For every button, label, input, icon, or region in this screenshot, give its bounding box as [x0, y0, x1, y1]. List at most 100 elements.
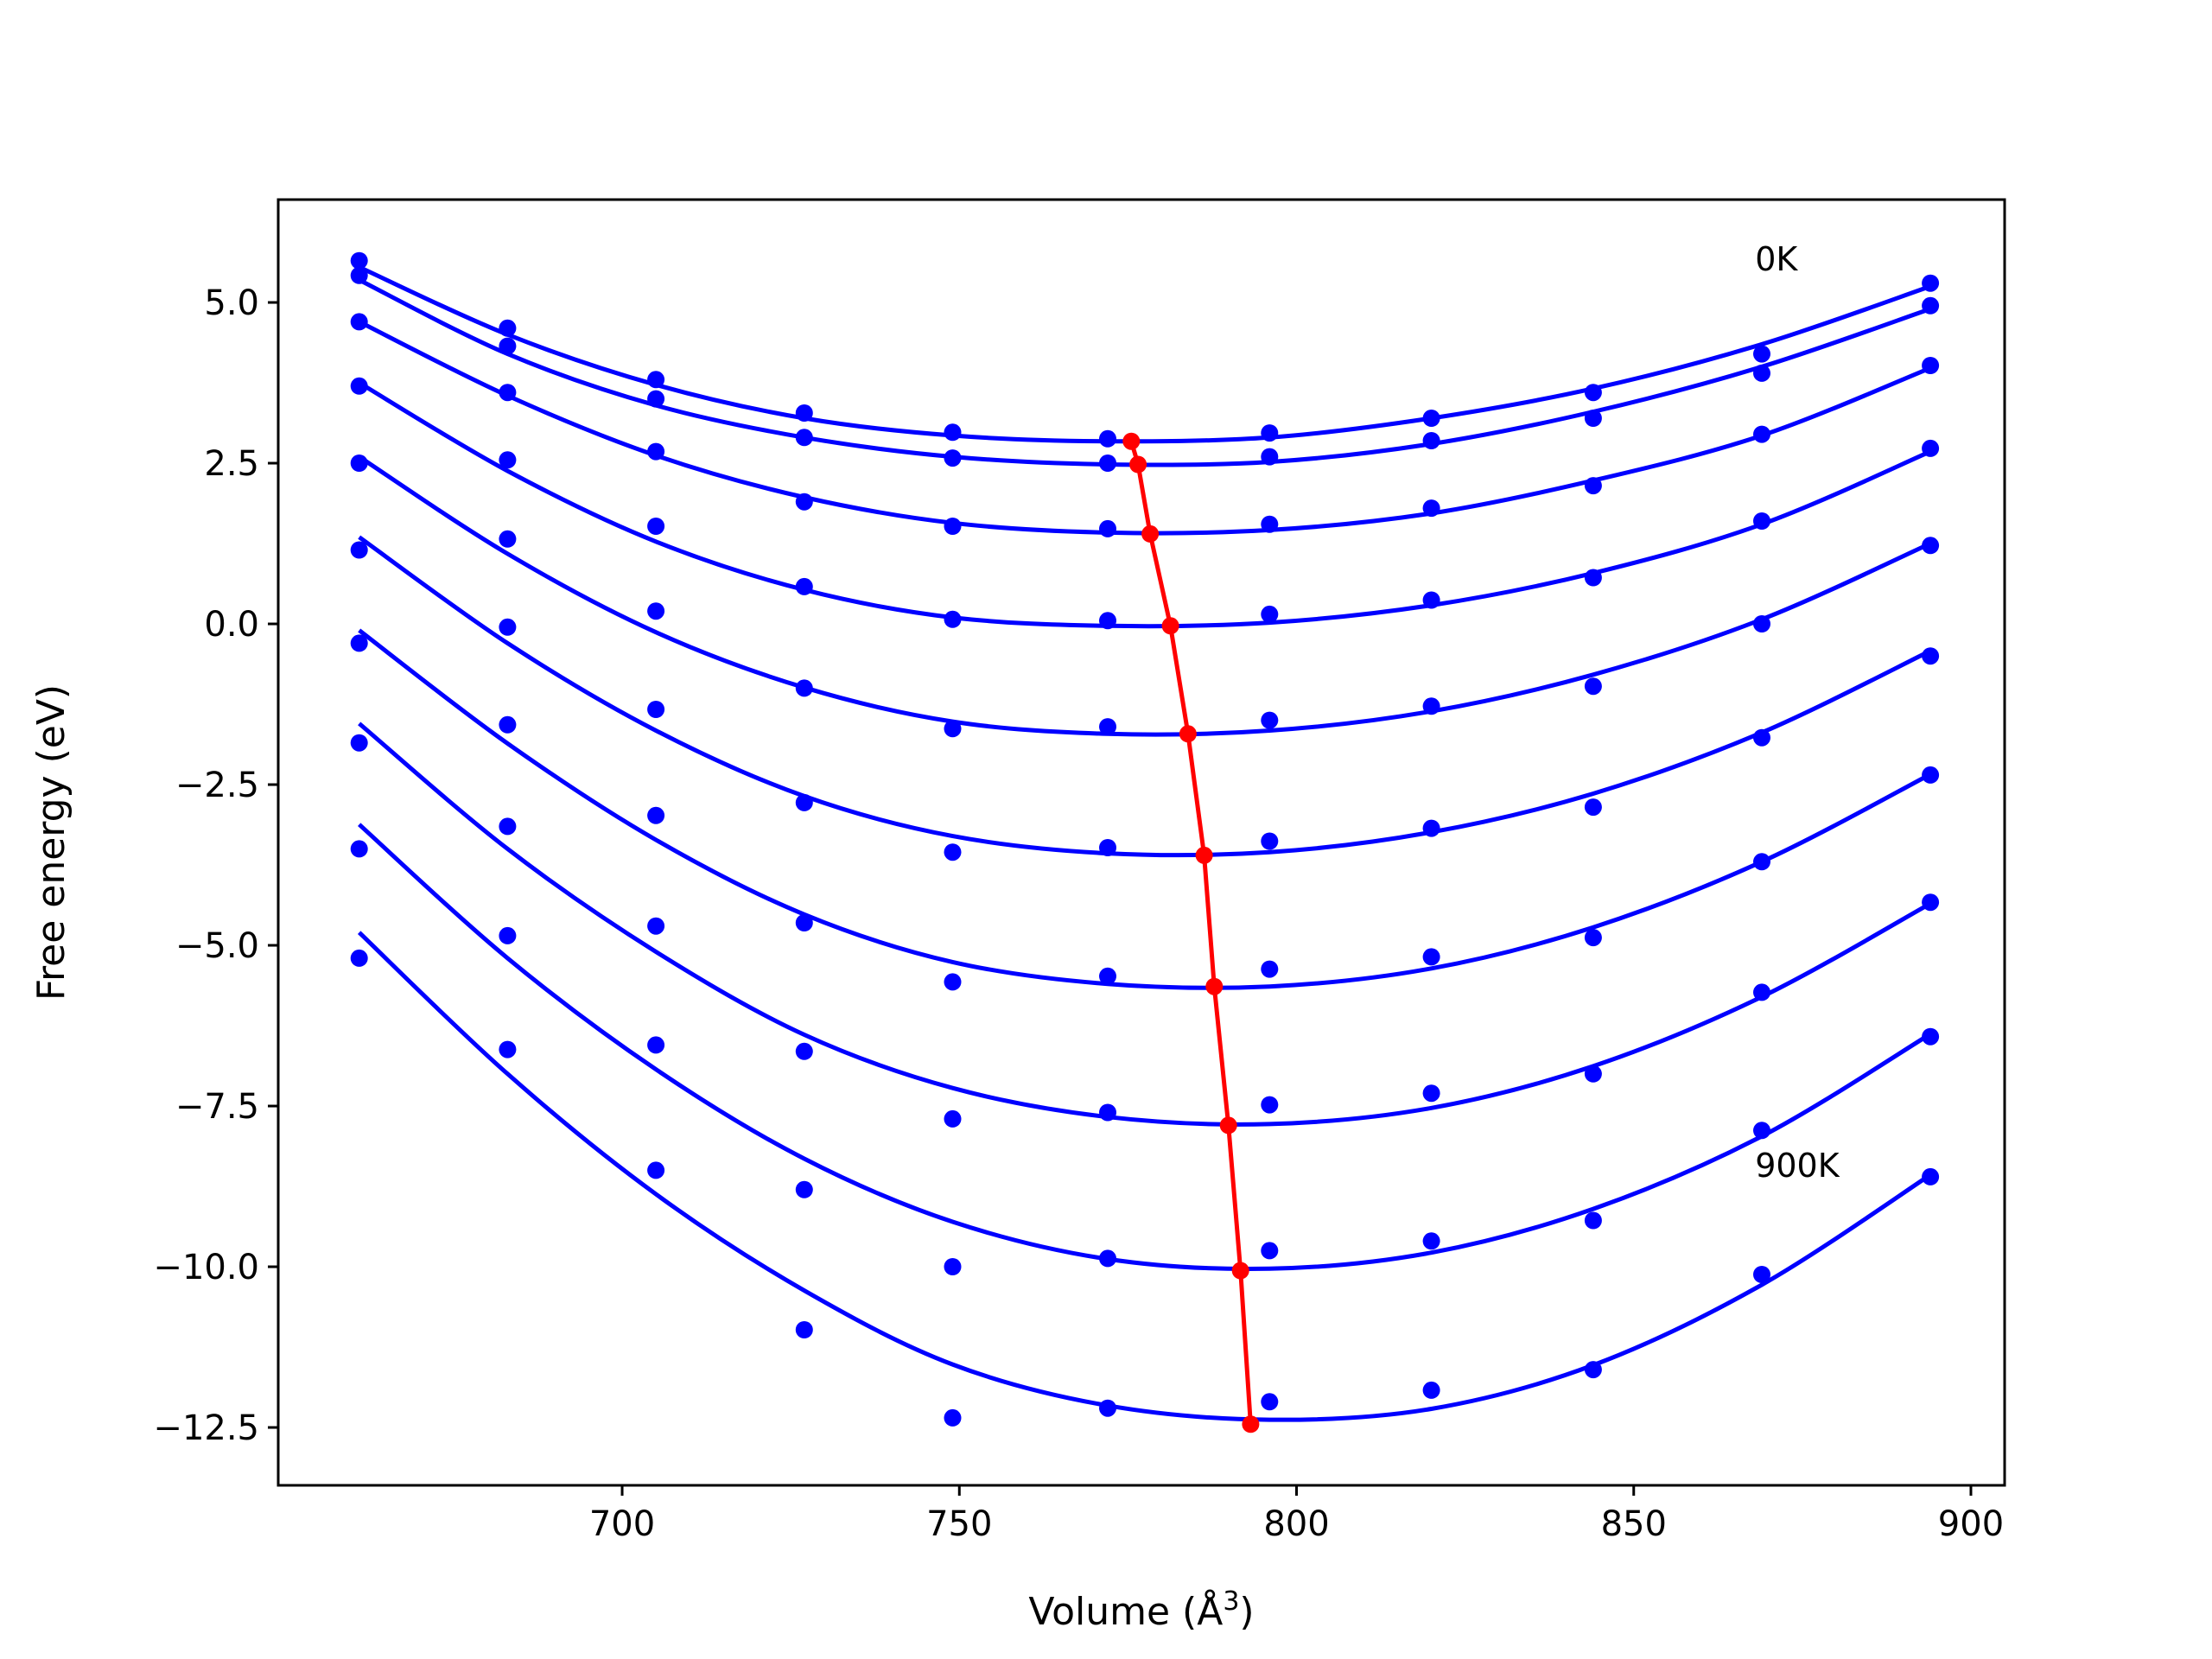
data-point-s2-0: [350, 313, 368, 331]
annotation-1: 900K: [1755, 1147, 1840, 1185]
data-point-s5-5: [1099, 839, 1116, 856]
fit-curve-7: [358, 721, 1932, 1127]
data-point-s8-1: [499, 926, 517, 944]
data-point-s5-10: [1922, 647, 1940, 665]
y-tick-label-0: 5.0: [204, 283, 259, 323]
data-point-s9-10: [1922, 1167, 1940, 1185]
data-point-s3-9: [1753, 512, 1770, 530]
data-point-s0-6: [1261, 424, 1279, 442]
data-point-s8-2: [647, 1036, 665, 1054]
data-point-s1-5: [1099, 454, 1116, 472]
minimum-point-9: [1242, 1415, 1260, 1433]
data-point-s2-2: [647, 442, 665, 461]
minimum-point-1: [1129, 455, 1147, 474]
data-point-s7-6: [1261, 1096, 1279, 1114]
data-point-s1-2: [647, 390, 665, 408]
data-point-s8-3: [795, 1180, 813, 1198]
minimum-point-6: [1205, 977, 1224, 995]
data-point-s8-6: [1261, 1242, 1279, 1260]
y-tick-label-1: 2.5: [204, 444, 259, 484]
data-point-s9-6: [1261, 1393, 1279, 1411]
data-point-s2-3: [795, 493, 813, 511]
data-point-s4-2: [647, 602, 665, 620]
data-point-s7-2: [647, 917, 665, 935]
data-point-s8-8: [1584, 1211, 1602, 1230]
data-point-s1-6: [1261, 448, 1279, 466]
data-point-s8-4: [944, 1258, 962, 1275]
data-point-s6-1: [499, 715, 517, 734]
fit-curve-0: [358, 264, 1931, 444]
minimum-point-8: [1231, 1262, 1249, 1280]
data-point-s2-1: [499, 384, 517, 402]
data-point-s4-6: [1261, 711, 1279, 729]
data-point-s0-3: [795, 404, 813, 422]
data-point-s0-1: [499, 319, 517, 337]
minimum-point-4: [1179, 725, 1197, 743]
data-point-s8-9: [1753, 1122, 1770, 1140]
minimum-point-7: [1219, 1116, 1237, 1135]
data-point-s7-7: [1422, 1084, 1440, 1103]
data-point-s6-7: [1422, 948, 1440, 966]
y-tick-label-5: −7.5: [175, 1087, 259, 1127]
data-point-s5-8: [1584, 798, 1602, 817]
data-point-s1-8: [1584, 410, 1602, 427]
data-point-s5-3: [795, 793, 813, 811]
x-axis-label-superscript: 3: [1223, 1586, 1239, 1617]
fit-curve-5: [358, 535, 1932, 858]
x-axis-label-end: ): [1239, 1590, 1254, 1634]
minimum-point-3: [1161, 617, 1179, 635]
x-tick-label-1: 750: [926, 1504, 992, 1544]
data-point-s3-1: [499, 451, 517, 469]
data-point-s7-5: [1099, 1103, 1116, 1122]
data-point-s5-9: [1753, 728, 1770, 747]
data-point-s5-4: [944, 843, 962, 861]
data-point-s9-2: [647, 1161, 665, 1179]
data-point-s7-10: [1922, 893, 1940, 912]
data-point-s7-1: [499, 817, 517, 836]
data-point-s7-9: [1753, 983, 1770, 1001]
data-point-s1-1: [499, 337, 517, 355]
x-axis-label: Volume (Å3): [1028, 1586, 1254, 1635]
data-point-s4-3: [795, 679, 813, 697]
y-tick-label-2: 0.0: [204, 605, 259, 645]
data-point-s6-5: [1099, 967, 1116, 985]
minimum-point-2: [1141, 524, 1160, 543]
data-point-s8-7: [1422, 1232, 1440, 1250]
y-tick-label-3: −2.5: [175, 766, 259, 805]
data-point-s4-8: [1584, 677, 1602, 696]
y-tick-label-6: −10.0: [153, 1248, 259, 1287]
data-point-s9-0: [350, 949, 368, 967]
data-point-s3-0: [350, 377, 368, 395]
data-point-s2-8: [1584, 477, 1602, 495]
data-point-s4-10: [1922, 537, 1940, 555]
data-point-s9-8: [1584, 1361, 1602, 1379]
data-point-s4-7: [1422, 697, 1440, 715]
y-axis-label: Free energy (eV): [29, 684, 73, 1001]
data-point-s0-0: [350, 251, 368, 270]
data-point-s3-4: [944, 610, 962, 628]
data-point-s6-4: [944, 973, 962, 991]
data-point-s4-5: [1099, 718, 1116, 736]
fit-curve-6: [358, 628, 1932, 990]
x-tick-label-3: 850: [1601, 1504, 1667, 1544]
data-point-s3-8: [1584, 569, 1602, 587]
data-point-s8-0: [350, 840, 368, 858]
axes: 700 750 800 850 900 5.0 2.5 0.0 −2.5 −5.0 −7.5 −10.…: [153, 198, 2006, 1544]
data-point-s5-0: [350, 541, 368, 559]
data-point-s5-1: [499, 618, 517, 636]
data-point-s2-10: [1922, 357, 1940, 374]
data-point-s9-1: [499, 1040, 517, 1058]
data-point-s3-5: [1099, 612, 1116, 630]
data-point-s0-5: [1099, 429, 1116, 448]
data-point-s7-8: [1584, 1065, 1602, 1083]
data-point-s1-4: [944, 449, 962, 467]
y-tick-label-4: −5.0: [175, 926, 259, 966]
data-point-s9-5: [1099, 1399, 1116, 1417]
axes-frame: [276, 198, 2006, 1487]
data-point-s3-10: [1922, 439, 1940, 457]
data-point-s4-4: [944, 720, 962, 738]
data-point-s9-4: [944, 1408, 962, 1427]
data-point-s3-3: [795, 577, 813, 595]
data-point-s3-2: [647, 518, 665, 535]
